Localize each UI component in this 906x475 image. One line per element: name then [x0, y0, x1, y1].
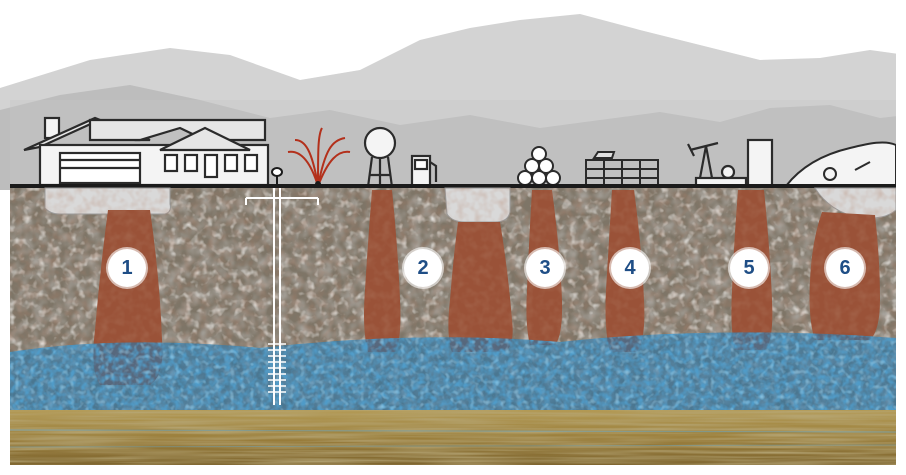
bedrock-layer	[9, 410, 897, 465]
fountain-icon	[287, 127, 351, 187]
storage-tank-icon	[746, 138, 774, 188]
marker-5: 5	[730, 249, 768, 287]
marker-3: 3	[526, 249, 564, 287]
ground-surface-line	[10, 184, 896, 188]
marker-1: 1	[108, 249, 146, 287]
house-icon	[23, 116, 270, 187]
marker-2: 2	[404, 249, 442, 287]
right-margin	[896, 10, 906, 475]
groundwater-layer	[10, 332, 896, 410]
marker-6: 6	[826, 249, 864, 287]
well-shaft	[245, 188, 319, 405]
water-tower-icon	[363, 126, 397, 188]
landfill-icon	[783, 141, 897, 187]
bottom-margin	[0, 465, 906, 475]
marker-4: 4	[611, 249, 649, 287]
